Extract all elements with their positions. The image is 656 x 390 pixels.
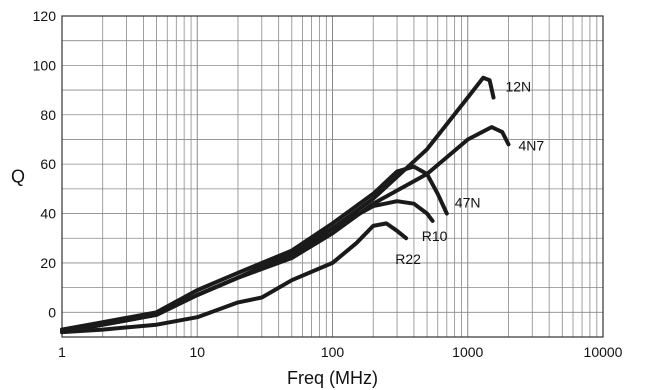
series-line-r22 [60,221,409,335]
x-tick-label: 1000 [452,344,483,360]
y-tick-label: 60 [40,156,56,172]
y-axis-label: Q [11,167,25,187]
y-tick-labels: 0 20 40 60 80 100 120 [33,8,57,320]
x-tick-label: 10000 [584,344,623,360]
x-tick-label: 10 [189,344,205,360]
y-tick-label: 0 [48,304,56,320]
grid [62,15,603,338]
series-label-4n7: 4N7 [518,137,544,153]
y-tick-label: 100 [33,57,57,73]
x-axis-label: Freq (MHz) [287,368,378,388]
series-label-r10: R10 [422,228,448,244]
x-tick-label: 1 [58,344,66,360]
y-tick-label: 40 [40,206,56,222]
series-label-12n: 12N [505,78,531,94]
x-tick-labels: 1 10 100 1000 10000 [58,344,623,360]
series-line-r10 [60,199,435,332]
series-line-47n [60,164,449,332]
y-tick-label: 120 [33,8,57,24]
series-label-47n: 47N [455,195,481,211]
series-label-r22: R22 [395,251,421,267]
y-tick-label: 80 [40,107,56,123]
y-tick-label: 20 [40,255,56,271]
axes [61,15,604,338]
x-tick-label: 100 [321,344,345,360]
plot-frame [61,15,604,338]
